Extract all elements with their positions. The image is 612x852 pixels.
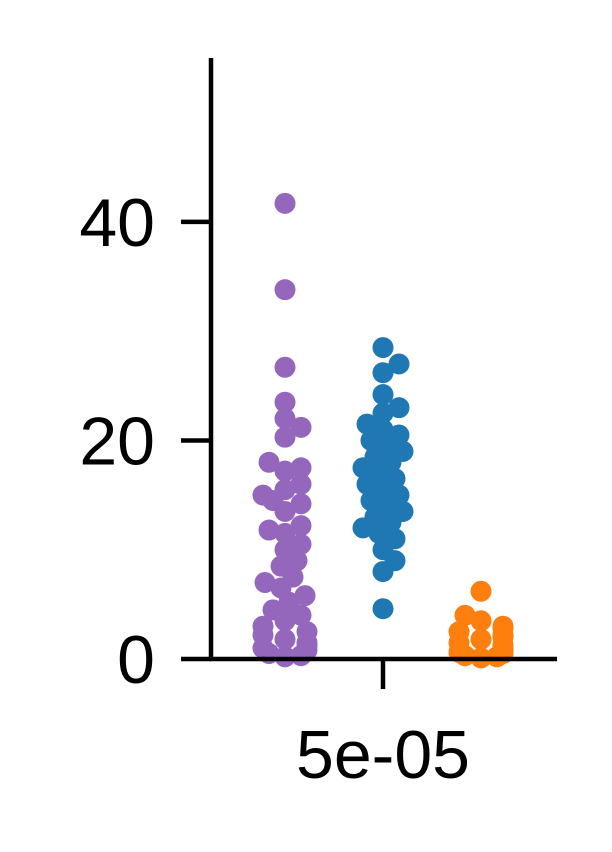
data-point — [274, 391, 296, 413]
data-point — [388, 353, 410, 375]
data-point — [388, 424, 410, 446]
data-point — [384, 468, 406, 490]
data-point — [258, 519, 280, 541]
y-tick-label: 20 — [79, 403, 155, 479]
x-axis-ticks: 5e-05 — [296, 659, 470, 793]
data-point — [294, 585, 316, 607]
x-tick-label: 5e-05 — [296, 717, 470, 793]
data-point — [274, 192, 296, 214]
data-point — [372, 598, 394, 620]
data-point — [274, 279, 296, 301]
data-point — [296, 621, 318, 643]
data-points — [252, 192, 514, 669]
data-point — [356, 413, 378, 435]
data-point — [274, 408, 296, 430]
series-1 — [252, 192, 318, 668]
data-point — [274, 539, 296, 561]
data-point — [470, 628, 492, 650]
data-point — [262, 599, 284, 621]
data-point — [258, 451, 280, 473]
data-point — [274, 426, 296, 448]
series-2 — [352, 337, 414, 620]
data-point — [392, 440, 414, 462]
data-point — [290, 493, 312, 515]
data-point — [372, 384, 394, 406]
data-point — [274, 522, 296, 544]
data-point — [274, 628, 296, 650]
data-point — [388, 397, 410, 419]
data-point — [470, 580, 492, 602]
data-point — [372, 337, 394, 359]
data-point — [290, 457, 312, 479]
data-point — [252, 615, 274, 637]
data-point — [392, 500, 414, 522]
data-point — [290, 416, 312, 438]
data-point — [454, 604, 476, 626]
data-point — [388, 484, 410, 506]
data-point — [274, 479, 296, 501]
data-point — [492, 615, 514, 637]
data-point — [274, 356, 296, 378]
y-axis-ticks: 0 20 40 — [79, 185, 211, 698]
series-3 — [448, 580, 514, 669]
data-point — [470, 610, 492, 632]
data-point — [290, 473, 312, 495]
data-point — [384, 528, 406, 550]
data-point — [254, 572, 276, 594]
data-point — [274, 460, 296, 482]
data-point — [290, 515, 312, 537]
data-point — [290, 533, 312, 555]
data-point — [372, 419, 394, 441]
data-point — [372, 402, 394, 424]
y-tick-label: 0 — [117, 622, 155, 698]
data-point — [448, 621, 470, 643]
data-point — [270, 555, 292, 577]
data-point — [372, 362, 394, 384]
y-tick-label: 40 — [79, 185, 155, 261]
data-point — [252, 484, 274, 506]
